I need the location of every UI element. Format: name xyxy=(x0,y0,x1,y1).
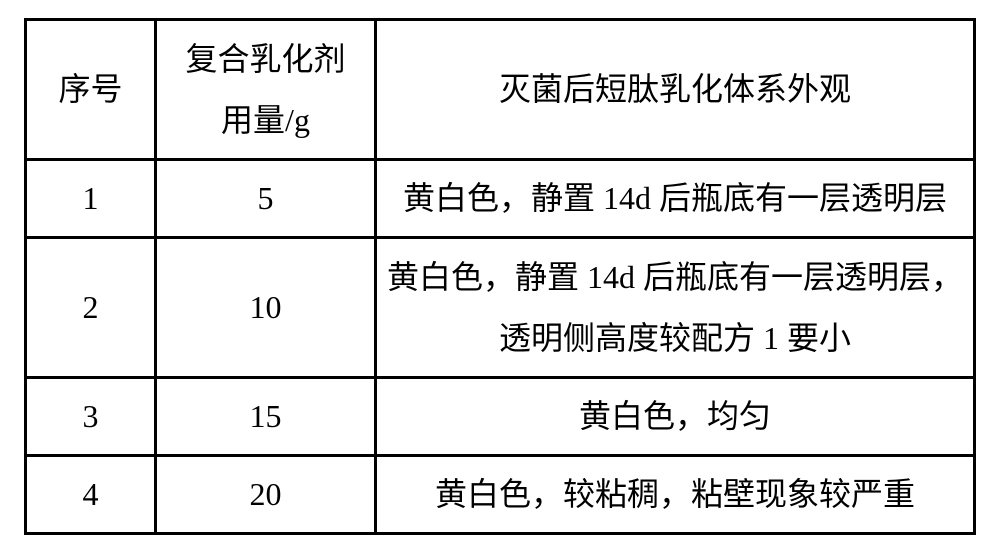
cell-desc: 黄白色，静置 14d 后瓶底有一层透明层 xyxy=(376,160,975,238)
cell-seq: 1 xyxy=(26,160,156,238)
cell-desc-line1: 黄白色，静置 14d 后瓶底有一层透明层， xyxy=(387,247,963,308)
cell-desc: 黄白色，静置 14d 后瓶底有一层透明层， 透明侧高度较配方 1 要小 xyxy=(376,238,975,378)
cell-desc-line1: 黄白色，均匀 xyxy=(579,398,771,434)
cell-desc-line1: 黄白色，静置 14d 后瓶底有一层透明层 xyxy=(403,180,947,216)
table-header-row: 序号 复合乳化剂 用量/g 灭菌后短肽乳化体系外观 xyxy=(26,20,975,160)
cell-amount: 15 xyxy=(156,378,376,456)
cell-desc: 黄白色，均匀 xyxy=(376,378,975,456)
cell-desc: 黄白色，较粘稠，粘壁现象较严重 xyxy=(376,456,975,534)
cell-seq: 4 xyxy=(26,456,156,534)
cell-amount: 20 xyxy=(156,456,376,534)
table-row: 2 10 黄白色，静置 14d 后瓶底有一层透明层， 透明侧高度较配方 1 要小 xyxy=(26,238,975,378)
col-header-desc-text: 灭菌后短肽乳化体系外观 xyxy=(499,71,851,107)
cell-seq: 3 xyxy=(26,378,156,456)
table-container: 序号 复合乳化剂 用量/g 灭菌后短肽乳化体系外观 1 5 黄白色，静置 14d… xyxy=(0,0,1000,557)
cell-amount: 10 xyxy=(156,238,376,378)
col-header-desc: 灭菌后短肽乳化体系外观 xyxy=(376,20,975,160)
col-header-amount-line1: 复合乳化剂 xyxy=(167,29,364,90)
data-table: 序号 复合乳化剂 用量/g 灭菌后短肽乳化体系外观 1 5 黄白色，静置 14d… xyxy=(24,18,976,535)
table-row: 3 15 黄白色，均匀 xyxy=(26,378,975,456)
col-header-seq: 序号 xyxy=(26,20,156,160)
cell-seq: 2 xyxy=(26,238,156,378)
cell-amount: 5 xyxy=(156,160,376,238)
cell-desc-line2: 透明侧高度较配方 1 要小 xyxy=(387,308,963,369)
col-header-amount: 复合乳化剂 用量/g xyxy=(156,20,376,160)
col-header-seq-text: 序号 xyxy=(58,71,122,107)
cell-desc-line1: 黄白色，较粘稠，粘壁现象较严重 xyxy=(435,476,915,512)
col-header-amount-line2: 用量/g xyxy=(167,90,364,151)
table-row: 1 5 黄白色，静置 14d 后瓶底有一层透明层 xyxy=(26,160,975,238)
table-row: 4 20 黄白色，较粘稠，粘壁现象较严重 xyxy=(26,456,975,534)
